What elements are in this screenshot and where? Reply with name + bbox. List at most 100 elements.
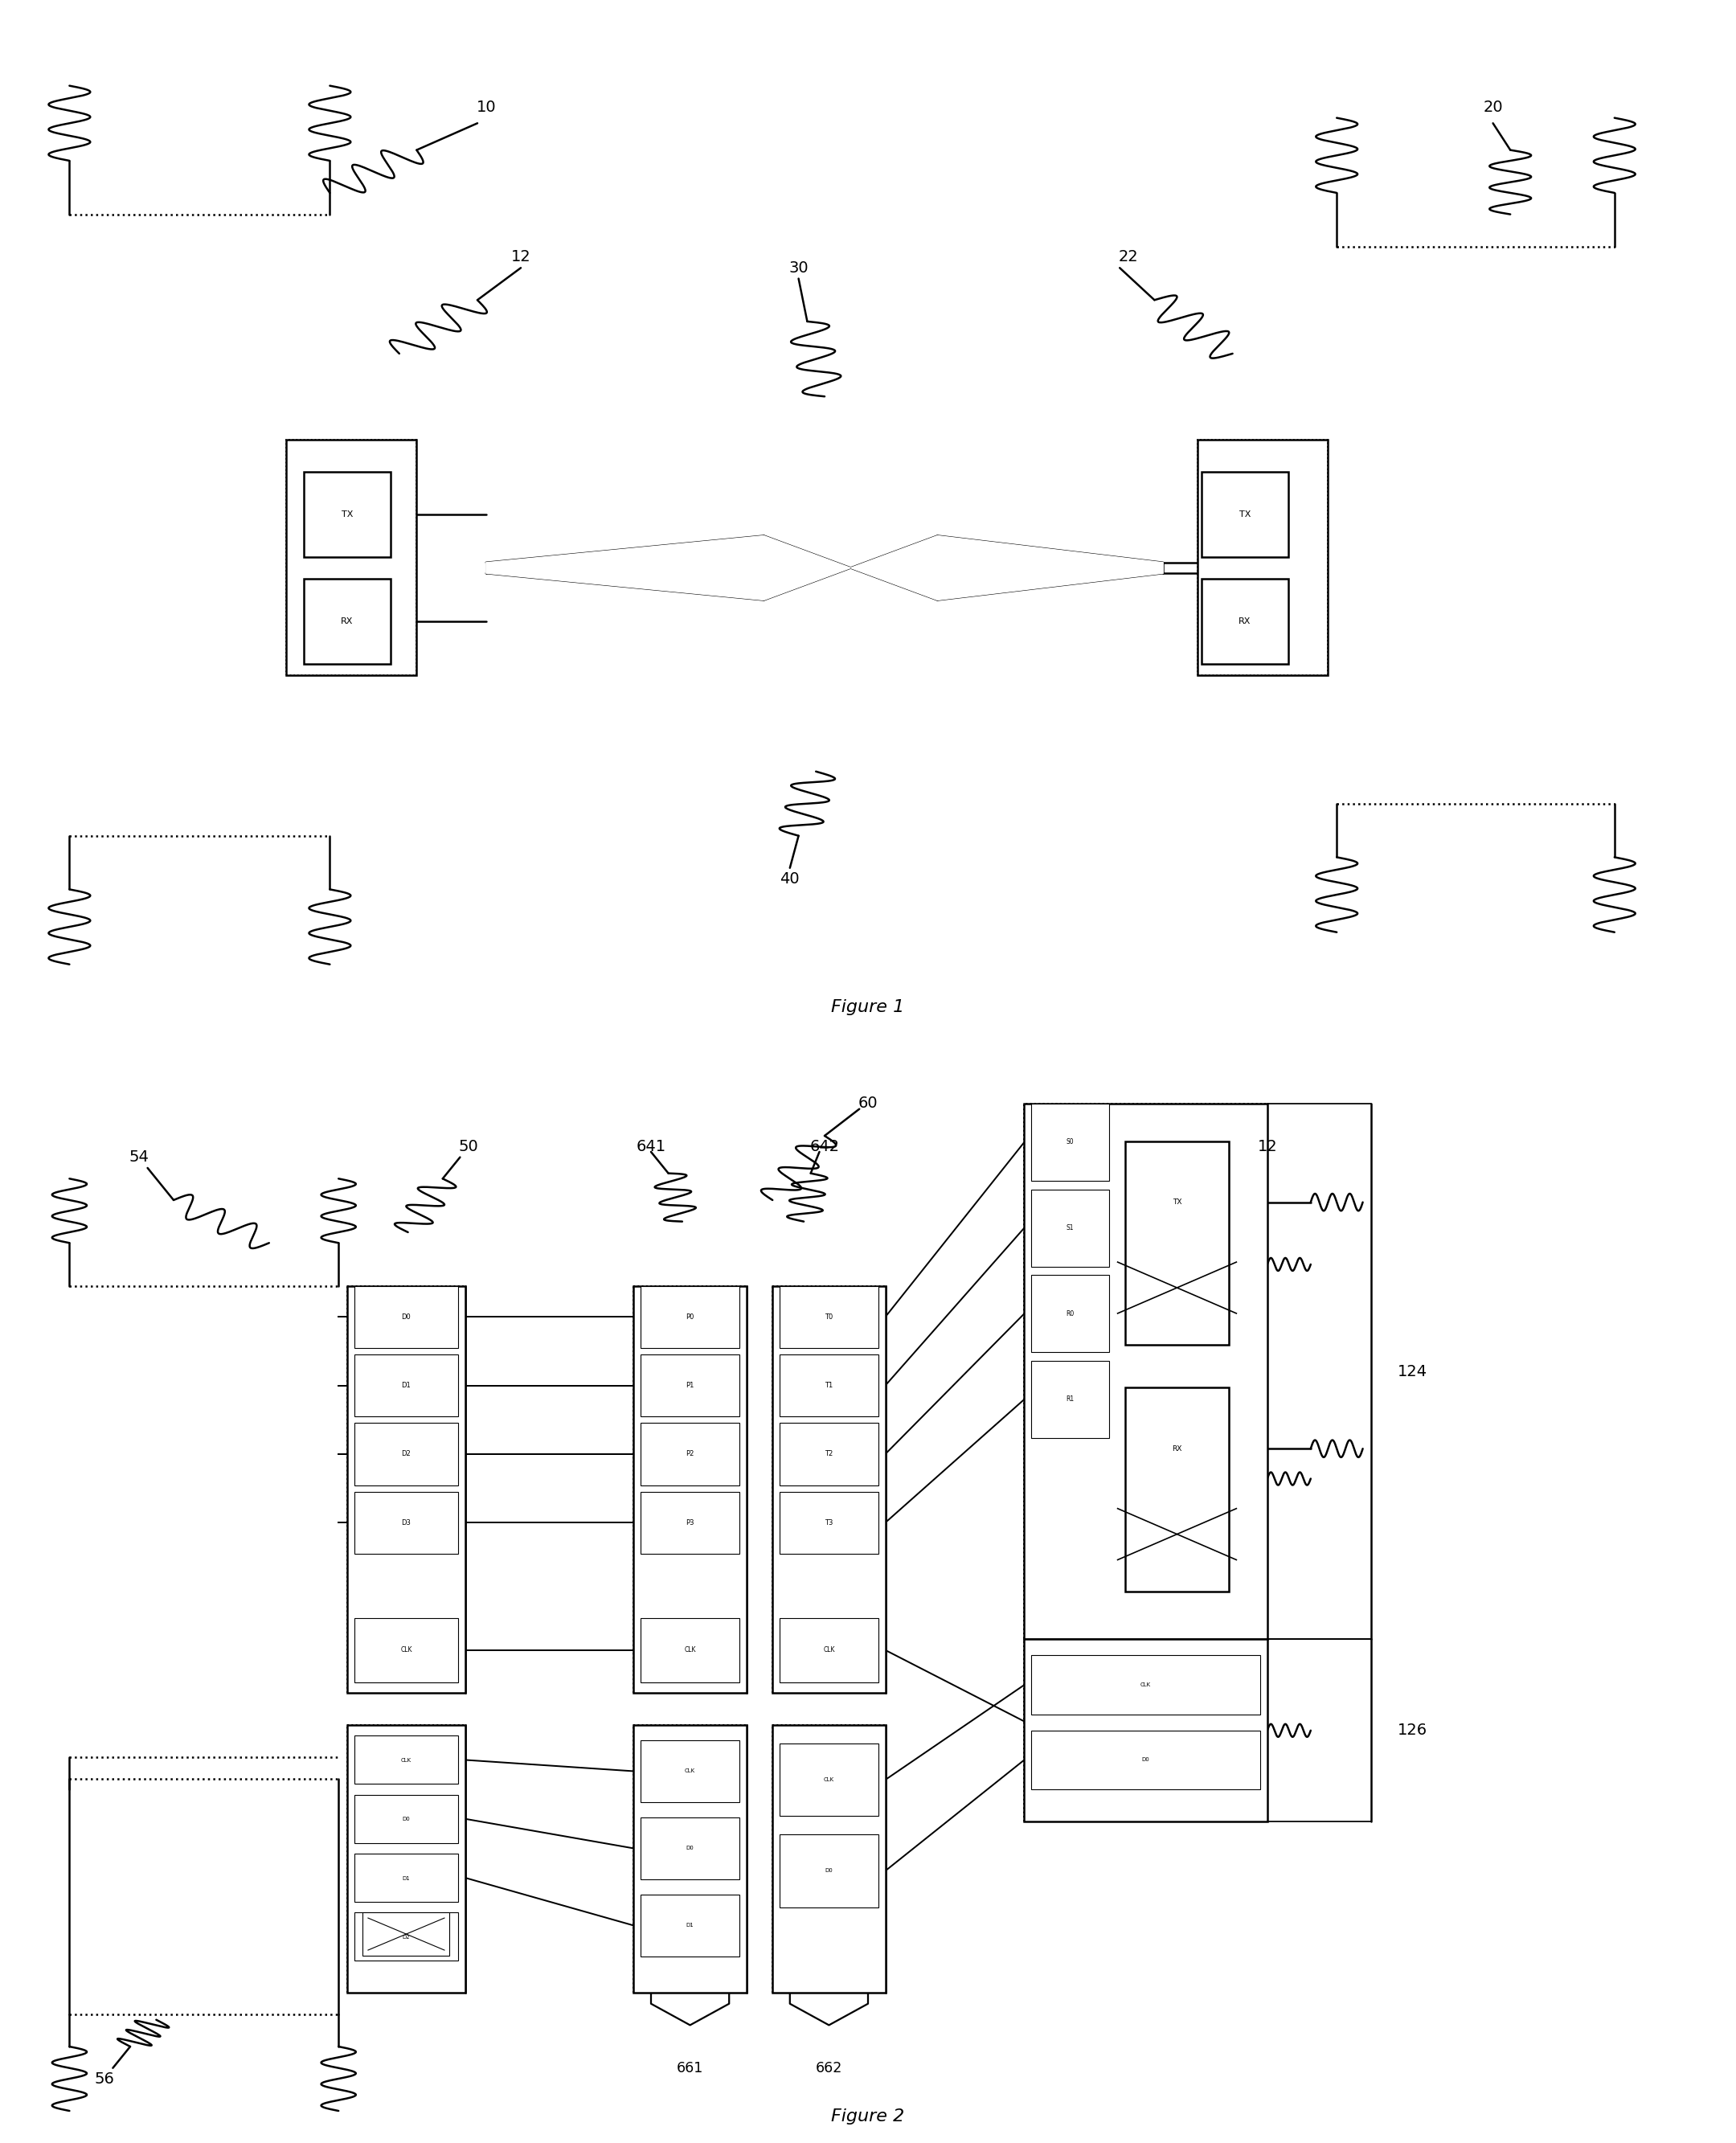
Text: CLK: CLK xyxy=(1141,1682,1151,1687)
Text: S0: S0 xyxy=(1066,1138,1075,1147)
Bar xyxy=(1201,579,1288,664)
Text: P0: P0 xyxy=(686,1314,694,1320)
Bar xyxy=(286,439,417,675)
Bar xyxy=(1031,1104,1109,1181)
Bar xyxy=(1031,1657,1260,1714)
Bar xyxy=(354,1912,458,1961)
Bar xyxy=(1031,1189,1109,1267)
Text: R1: R1 xyxy=(1066,1395,1075,1404)
Text: 22: 22 xyxy=(1118,249,1139,266)
Text: CLK: CLK xyxy=(684,1646,696,1654)
Text: 60: 60 xyxy=(858,1095,878,1112)
Bar xyxy=(69,1286,339,1757)
Text: CLK: CLK xyxy=(401,1757,411,1764)
Bar xyxy=(779,1744,878,1817)
Text: CLK: CLK xyxy=(823,1646,835,1654)
Text: CLK: CLK xyxy=(684,1768,696,1774)
Text: 124: 124 xyxy=(1397,1363,1427,1380)
Bar xyxy=(779,1492,878,1554)
Bar xyxy=(354,1854,458,1903)
Bar xyxy=(69,214,330,836)
Text: 661: 661 xyxy=(677,2062,703,2074)
Text: 642: 642 xyxy=(809,1138,840,1155)
Text: D0: D0 xyxy=(686,1845,694,1852)
Text: 12: 12 xyxy=(510,249,531,266)
Text: 20: 20 xyxy=(1483,99,1503,116)
Bar xyxy=(354,1354,458,1417)
Bar xyxy=(1198,439,1328,675)
Text: RX: RX xyxy=(340,617,354,626)
Bar xyxy=(779,1834,878,1907)
Bar xyxy=(1024,1104,1267,1639)
Bar xyxy=(1031,1361,1109,1438)
Bar xyxy=(347,1725,465,1993)
Bar xyxy=(354,1492,458,1554)
Bar xyxy=(634,1286,746,1693)
Bar xyxy=(304,471,391,557)
Text: 12: 12 xyxy=(1257,1138,1278,1155)
Bar xyxy=(286,439,417,675)
Bar xyxy=(1125,1389,1229,1590)
Bar xyxy=(354,1736,458,1783)
Text: D0: D0 xyxy=(403,1817,410,1822)
Polygon shape xyxy=(486,536,851,600)
Text: 50: 50 xyxy=(458,1138,479,1155)
Text: TX: TX xyxy=(342,510,352,519)
Bar xyxy=(1031,1275,1109,1352)
Bar xyxy=(641,1492,740,1554)
Text: D1: D1 xyxy=(401,1382,411,1389)
Bar xyxy=(354,1796,458,1843)
Text: D1: D1 xyxy=(403,1875,410,1882)
Bar xyxy=(641,1354,740,1417)
Text: CLK: CLK xyxy=(401,1646,411,1654)
Text: RX: RX xyxy=(1238,617,1252,626)
Text: P3: P3 xyxy=(686,1519,694,1526)
Text: S1: S1 xyxy=(1066,1224,1075,1232)
Bar xyxy=(69,1779,339,2014)
Bar xyxy=(354,1618,458,1682)
Bar xyxy=(641,1894,740,1957)
Bar xyxy=(773,1725,885,1993)
Text: D2: D2 xyxy=(403,1935,410,1939)
Bar xyxy=(347,1286,465,1693)
Bar xyxy=(779,1286,878,1348)
Text: 10: 10 xyxy=(476,99,496,116)
Text: D0: D0 xyxy=(1142,1757,1149,1762)
Bar xyxy=(773,1286,885,1693)
Bar xyxy=(779,1354,878,1417)
Text: 54: 54 xyxy=(128,1149,149,1166)
Text: D1: D1 xyxy=(686,1922,694,1929)
Text: 30: 30 xyxy=(788,259,809,276)
Text: D3: D3 xyxy=(401,1519,411,1526)
Bar xyxy=(634,1725,746,1993)
Bar xyxy=(779,1423,878,1485)
Bar xyxy=(641,1618,740,1682)
Text: 662: 662 xyxy=(816,2062,842,2074)
Bar xyxy=(1031,1732,1260,1789)
Bar xyxy=(641,1817,740,1879)
Bar xyxy=(1024,1639,1267,1822)
Text: T3: T3 xyxy=(825,1519,833,1526)
Bar xyxy=(363,1912,450,1954)
Bar xyxy=(354,1286,458,1348)
Text: 56: 56 xyxy=(94,2070,115,2087)
Bar xyxy=(1125,1140,1229,1346)
Text: 40: 40 xyxy=(779,870,800,887)
Text: Figure 1: Figure 1 xyxy=(832,999,904,1016)
Text: CLK: CLK xyxy=(823,1777,835,1783)
Text: T1: T1 xyxy=(825,1382,833,1389)
Text: P2: P2 xyxy=(686,1451,694,1457)
Text: T0: T0 xyxy=(825,1314,833,1320)
Text: D0: D0 xyxy=(825,1869,833,1873)
Text: Figure 2: Figure 2 xyxy=(832,2109,904,2124)
Text: TX: TX xyxy=(1240,510,1250,519)
Bar xyxy=(1337,246,1614,804)
Bar xyxy=(641,1423,740,1485)
Text: T2: T2 xyxy=(825,1451,833,1457)
Bar xyxy=(1198,439,1328,675)
Text: TX: TX xyxy=(1172,1198,1182,1207)
Bar xyxy=(641,1286,740,1348)
Text: RX: RX xyxy=(1172,1444,1182,1453)
Text: 641: 641 xyxy=(635,1138,667,1155)
Text: 126: 126 xyxy=(1397,1723,1427,1738)
